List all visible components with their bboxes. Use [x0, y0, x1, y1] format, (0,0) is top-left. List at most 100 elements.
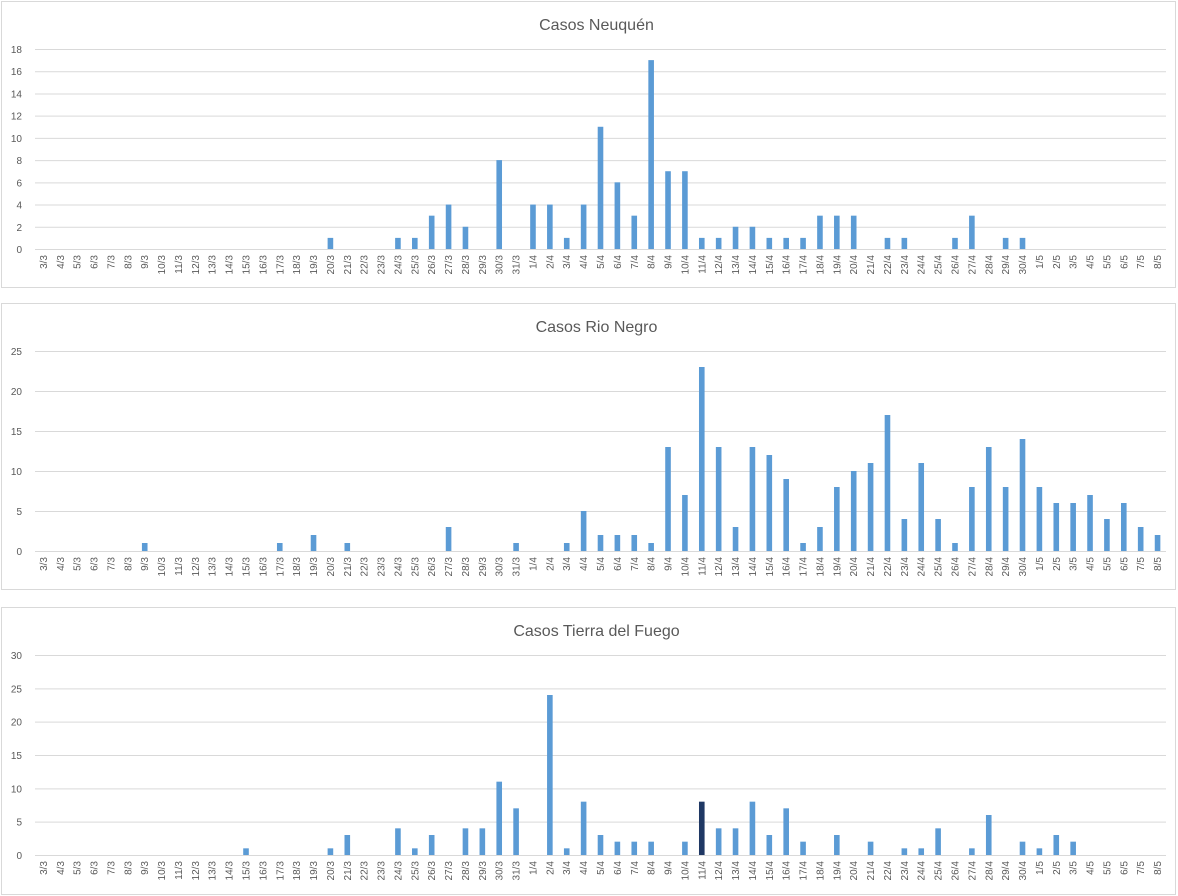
x-tick-label: 29/3 [478, 861, 489, 881]
x-tick-label: 26/4 [950, 557, 961, 577]
y-tick-label: 8 [16, 156, 22, 167]
x-tick-label: 18/4 [815, 557, 826, 577]
y-tick-label: 0 [16, 245, 22, 256]
x-tick-label: 13/3 [208, 255, 219, 275]
x-tick-label: 3/5 [1069, 557, 1080, 571]
x-tick-label: 1/4 [528, 255, 539, 269]
bar-29-4 [1002, 487, 1009, 551]
x-tick-label: 31/3 [512, 861, 523, 881]
bar-13-4 [732, 527, 739, 551]
x-tick-label: 9/3 [140, 861, 151, 875]
bar-22-4 [884, 237, 891, 249]
x-tick-label: 8/5 [1153, 557, 1164, 571]
bar-15-4 [766, 237, 773, 249]
bar-30-3 [496, 781, 503, 855]
x-tick-label: 14/3 [225, 557, 236, 577]
bar-8-5 [1154, 535, 1161, 551]
x-tick-label: 11/4 [697, 861, 708, 880]
chart-panel-neuquen: Casos Neuquén 0 2 4 6 8 10 12 14 16 18 3/3 4/3 5/3 6/3… [1, 1, 1176, 288]
chart-title: Casos Neuquén [539, 17, 654, 34]
bar-4-5 [1087, 495, 1093, 551]
x-tick-label: 6/4 [613, 557, 624, 571]
x-tick-label: 4/4 [579, 255, 590, 269]
x-tick-label: 5/5 [1102, 255, 1113, 269]
x-tick-label: 9/4 [664, 255, 675, 269]
x-tick-label: 27/4 [967, 557, 978, 577]
x-tick-label: 4/5 [1086, 557, 1097, 571]
x-tick-label: 6/3 [90, 255, 101, 269]
y-tick-label: 6 [16, 178, 22, 189]
bar-5-4 [597, 126, 604, 249]
y-tick-label: 12 [11, 112, 23, 123]
x-tick-label: 26/3 [427, 557, 438, 577]
x-tick-label: 30/4 [1018, 557, 1029, 577]
y-tick-label: 15 [11, 427, 23, 438]
x-tick-label: 8/4 [647, 861, 658, 875]
bar-9-3 [141, 543, 148, 551]
bar-14-4 [749, 801, 756, 855]
x-tick-label: 24/4 [917, 255, 928, 275]
x-tick-label: 24/3 [393, 255, 404, 275]
bar-15-4 [766, 835, 773, 855]
x-tick-label: 11/3 [174, 861, 185, 880]
bar-6-5 [1120, 503, 1127, 551]
x-tick-label: 16/3 [258, 557, 269, 577]
y-tick-label: 10 [11, 784, 23, 795]
x-tick-label: 16/4 [782, 861, 793, 881]
bar-19-3 [310, 535, 317, 551]
bar-26-4 [952, 543, 958, 551]
x-tick-label: 24/3 [393, 861, 404, 881]
bar-17-4 [800, 237, 806, 249]
bar-25-4 [935, 519, 941, 551]
x-tick-label: 9/4 [664, 861, 675, 875]
x-tick-label: 29/4 [1001, 255, 1012, 275]
x-tick-label: 13/4 [731, 255, 742, 275]
x-tick-label: 19/4 [832, 255, 843, 275]
bar-29-3 [479, 828, 486, 855]
x-tick-label: 8/3 [123, 557, 134, 571]
x-tick-label: 13/3 [208, 861, 219, 881]
bar-28-3 [462, 226, 469, 249]
bar-16-4 [783, 237, 789, 249]
x-tick-label: 24/4 [917, 861, 928, 881]
x-tick-label: 29/4 [1001, 557, 1012, 577]
x-tick-label: 14/3 [225, 255, 236, 275]
bar-2-5 [1053, 503, 1060, 551]
x-tick-label: 26/4 [950, 861, 961, 881]
bar-8-4 [648, 841, 654, 855]
x-tick-label: 4/3 [56, 861, 67, 875]
x-tick-label: 1/4 [528, 557, 539, 571]
y-tick-label: 20 [11, 718, 23, 729]
x-tick-label: 29/3 [478, 255, 489, 275]
bar-9-4 [665, 447, 671, 551]
bar-3-4 [563, 848, 570, 855]
x-tick-label: 21/4 [866, 861, 877, 881]
x-tick-label: 24/4 [917, 557, 928, 577]
x-tick-label: 25/4 [934, 255, 945, 275]
x-tick-label: 18/4 [815, 861, 826, 881]
y-tick-label: 14 [11, 89, 23, 100]
chart-neuquen: Casos Neuquén 0 2 4 6 8 10 12 14 16 18 3/3 4/3 5/3 6/3… [11, 17, 1166, 275]
x-tick-label: 3/4 [562, 557, 573, 571]
x-tick-label: 12/4 [714, 255, 725, 275]
x-tick-label: 30/4 [1018, 255, 1029, 275]
x-tick-label: 2/4 [545, 557, 556, 571]
x-tick-label: 22/3 [360, 861, 371, 881]
bar-12-4 [715, 447, 722, 551]
bar-7-4 [631, 841, 638, 855]
x-tick-label: 3/4 [562, 861, 573, 875]
x-tick-label: 9/4 [664, 557, 675, 571]
x-tick-label: 14/3 [225, 861, 236, 881]
bar-31-3 [513, 808, 519, 855]
bar-8-4 [648, 60, 654, 249]
bar-27-3 [445, 204, 452, 249]
x-tick-label: 6/5 [1119, 557, 1130, 571]
x-tick-label: 23/3 [377, 861, 388, 881]
bar-21-3 [344, 543, 351, 551]
bar-2-4 [547, 695, 553, 855]
y-tick-label: 4 [16, 201, 22, 212]
x-tick-label: 23/4 [900, 557, 911, 577]
bar-28-4 [985, 447, 992, 551]
x-tick-label: 23/3 [377, 557, 388, 577]
x-tick-label: 12/3 [191, 255, 202, 275]
